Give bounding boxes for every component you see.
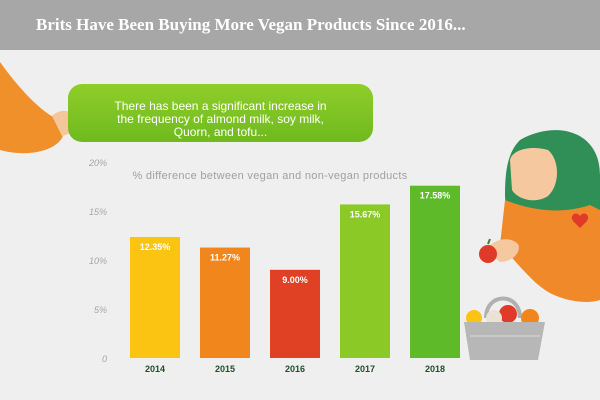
y-tick-label: 10% bbox=[89, 256, 107, 266]
x-axis: 2014 2015 2016 2017 2018 bbox=[145, 364, 445, 374]
bar-data-label: 12.35% bbox=[140, 242, 171, 252]
basket-illustration bbox=[464, 296, 545, 360]
bar-data-label: 9.00% bbox=[282, 275, 308, 285]
callout-text: There has been a significant increase in… bbox=[114, 99, 327, 139]
x-tick-label: 2017 bbox=[355, 364, 375, 374]
x-tick-label: 2015 bbox=[215, 364, 235, 374]
y-tick-label: 5% bbox=[94, 305, 107, 315]
hand-illustration bbox=[0, 62, 79, 154]
x-tick-label: 2018 bbox=[425, 364, 445, 374]
bar bbox=[410, 185, 460, 358]
y-axis: 0 5% 10% 15% 20% bbox=[88, 158, 107, 364]
chart-subtitle: % difference between vegan and non-vegan… bbox=[132, 170, 407, 182]
header-bar: Brits Have Been Buying More Vegan Produc… bbox=[0, 0, 600, 50]
bar-data-label: 15.67% bbox=[350, 209, 381, 219]
x-tick-label: 2014 bbox=[145, 364, 165, 374]
bar-chart: % difference between vegan and non-vegan… bbox=[88, 158, 460, 374]
x-tick-label: 2016 bbox=[285, 364, 305, 374]
y-tick-label: 20% bbox=[88, 158, 107, 168]
bar bbox=[270, 269, 320, 358]
callout-box: There has been a significant increase in… bbox=[68, 84, 373, 142]
bar-data-label: 17.58% bbox=[420, 191, 451, 201]
bar-data-label: 11.27% bbox=[210, 253, 240, 263]
bar bbox=[200, 247, 250, 358]
bars: 12.35% 11.27% 9.00% 15.67% 17.58% bbox=[130, 185, 460, 358]
y-tick-label: 0 bbox=[102, 354, 107, 364]
y-tick-label: 15% bbox=[89, 207, 107, 217]
woman-illustration bbox=[479, 130, 600, 302]
page-title: Brits Have Been Buying More Vegan Produc… bbox=[36, 15, 466, 34]
bar bbox=[130, 236, 180, 358]
bar bbox=[340, 204, 390, 358]
